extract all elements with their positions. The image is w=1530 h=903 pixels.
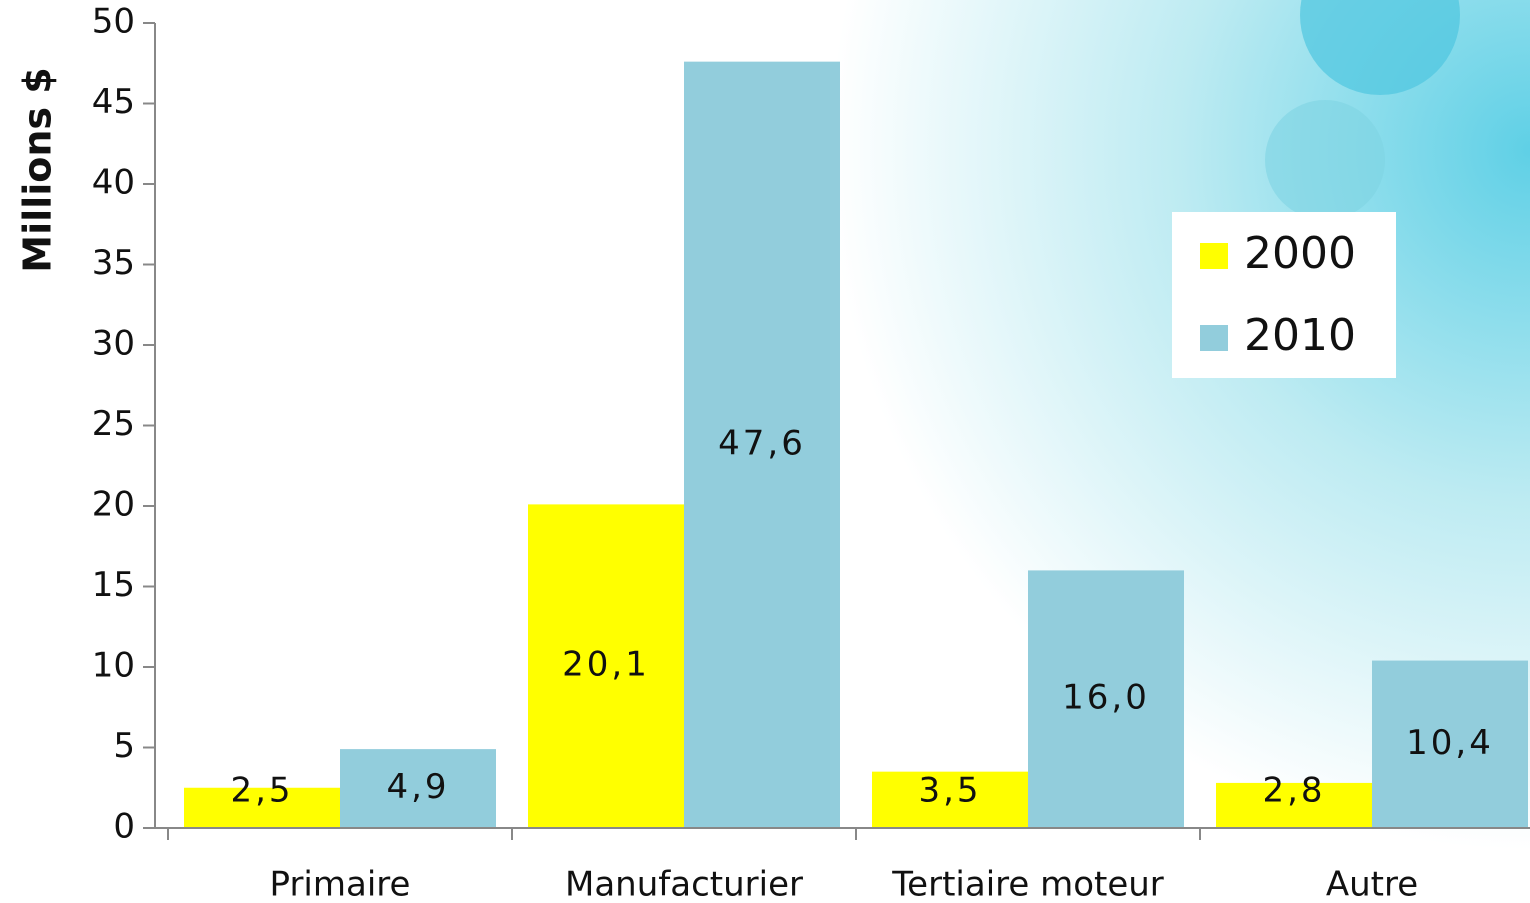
data-label: 2,5 [230,771,293,811]
y-tick-label: 20 [92,485,135,525]
y-axis-title: Millions $ [16,67,60,272]
y-tick-label: 40 [92,163,135,203]
data-label: 10,4 [1406,723,1494,763]
x-tick-label: Manufacturier [565,865,803,903]
legend-swatch [1200,325,1228,351]
bar [340,749,496,828]
y-tick-label: 30 [92,324,135,364]
x-tick-label: Primaire [270,865,411,903]
data-label: 47,6 [718,423,806,463]
y-tick-label: 35 [92,243,135,283]
y-tick-label: 25 [92,404,135,444]
y-tick-label: 50 [92,2,135,42]
bar [184,787,340,828]
data-label: 16,0 [1062,678,1150,718]
decor-circle [1300,0,1460,95]
y-tick-label: 0 [113,807,135,847]
data-label: 3,5 [918,771,981,811]
bar [1372,660,1528,828]
y-tick-label: 45 [92,82,135,122]
y-tick-label: 10 [92,646,135,686]
legend-swatch [1200,243,1228,269]
y-tick-label: 15 [92,565,135,605]
bar [1028,570,1184,828]
legend-label: 2000 [1244,228,1356,279]
data-label: 2,8 [1262,771,1325,811]
bar [684,61,840,828]
decor-circle [1265,100,1385,220]
x-tick-label: Autre [1326,865,1418,903]
y-tick-label: 5 [113,726,135,766]
bar [1216,782,1372,828]
legend-label: 2010 [1244,310,1356,361]
bar [528,504,684,828]
bar [872,771,1028,828]
data-label: 20,1 [562,645,650,685]
x-tick-label: Tertiaire moteur [891,865,1164,903]
data-label: 4,9 [386,767,449,807]
